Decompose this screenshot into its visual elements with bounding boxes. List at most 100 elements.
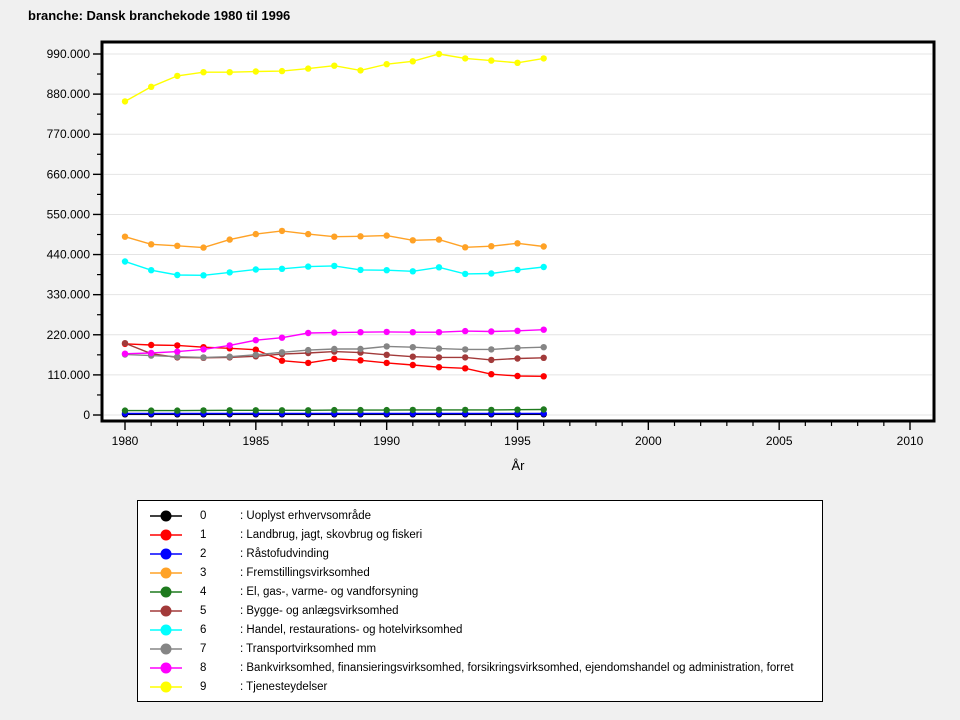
- x-axis-title: År: [511, 458, 525, 473]
- data-point: [540, 406, 547, 413]
- data-point: [540, 263, 547, 271]
- legend-series-key: 3: [200, 566, 207, 579]
- data-point: [226, 353, 233, 360]
- data-point: [540, 344, 547, 351]
- data-point: [514, 406, 521, 413]
- plot-area: 0 110.000 220.000 330.000 440.000 550.000 660.…: [47, 40, 936, 448]
- data-point: [488, 57, 495, 64]
- legend-row-1: 1: Landbrug, jagt, skovbrug og fiskeri: [138, 525, 822, 544]
- legend-series-key: 6: [200, 624, 207, 637]
- data-point: [305, 359, 312, 367]
- legend-marker-icon: [150, 624, 182, 636]
- data-point: [435, 406, 443, 414]
- data-point: [305, 346, 312, 354]
- y-tick-label: 0: [83, 408, 90, 422]
- data-point: [252, 266, 259, 273]
- data-point: [383, 267, 390, 274]
- data-point: [252, 407, 259, 414]
- data-point: [174, 271, 181, 279]
- data-point: [121, 233, 129, 240]
- data-point: [305, 263, 312, 270]
- data-point: [462, 327, 469, 335]
- legend-marker-icon: [150, 605, 182, 617]
- data-point: [514, 355, 521, 362]
- data-point: [514, 327, 521, 334]
- data-point: [462, 354, 469, 361]
- data-point: [252, 68, 259, 75]
- data-point: [462, 244, 469, 251]
- data-point: [488, 328, 495, 335]
- data-point: [435, 236, 443, 243]
- data-point: [278, 334, 286, 341]
- data-point: [462, 365, 469, 372]
- data-point: [357, 233, 364, 240]
- legend-series-label: : El, gas-, varme- og vandforsyning: [240, 585, 419, 598]
- data-point: [331, 262, 338, 270]
- legend-series-label: : Landbrug, jagt, skovbrug og fiskeri: [240, 528, 423, 541]
- data-point: [252, 230, 259, 238]
- data-point: [383, 232, 390, 239]
- data-point: [357, 406, 364, 414]
- data-point: [435, 50, 443, 58]
- data-point: [435, 264, 443, 271]
- legend-marker-icon: [150, 643, 182, 655]
- data-point: [200, 69, 207, 76]
- legend-row-4: 4: El, gas-, varme- og vandforsyning: [138, 582, 822, 601]
- data-point: [200, 272, 207, 279]
- legend-series-label: : Handel, restaurations- og hotelvirksom…: [240, 624, 463, 637]
- series-markers-4: [121, 406, 547, 414]
- data-point: [409, 58, 416, 65]
- data-point: [252, 337, 259, 344]
- data-point: [409, 237, 416, 244]
- x-tick-label: 2005: [766, 434, 793, 448]
- data-point: [278, 227, 286, 235]
- data-point: [462, 55, 469, 62]
- plot-border: [100, 40, 936, 423]
- data-point: [305, 407, 312, 414]
- legend-row-2: 2: Råstofudvinding: [138, 544, 822, 563]
- data-point: [174, 353, 181, 360]
- data-point: [331, 329, 338, 336]
- data-point: [226, 69, 233, 76]
- legend-marker-icon: [150, 548, 182, 560]
- data-point: [462, 270, 469, 278]
- legend-marker-icon: [150, 510, 182, 522]
- data-point: [278, 407, 286, 414]
- data-point: [514, 372, 521, 380]
- series-markers-9: [121, 50, 547, 105]
- data-point: [540, 326, 547, 333]
- y-tick-label: 440.000: [47, 248, 91, 262]
- legend-series-key: 7: [200, 643, 207, 656]
- data-point: [488, 270, 495, 277]
- legend-row-0: 0: Uoplyst erhvervsområde: [138, 506, 822, 525]
- data-point: [252, 351, 259, 358]
- data-point: [174, 342, 181, 349]
- data-point: [148, 341, 155, 349]
- data-point: [148, 83, 155, 91]
- chart-title: branche: Dansk branchekode 1980 til 1996: [28, 8, 291, 23]
- data-point: [305, 329, 312, 337]
- legend-series-label: : Råstofudvinding: [240, 547, 329, 560]
- data-point: [174, 348, 181, 355]
- data-point: [383, 406, 390, 414]
- data-point: [435, 329, 443, 336]
- data-point: [462, 406, 469, 414]
- data-point: [331, 233, 338, 240]
- legend-series-label: : Tjenesteydelser: [240, 681, 328, 694]
- data-point: [409, 361, 416, 369]
- data-point: [383, 328, 390, 336]
- data-point: [121, 340, 129, 347]
- legend-row-3: 3: Fremstillingsvirksomhed: [138, 563, 822, 582]
- data-point: [357, 67, 364, 74]
- series-markers-6: [121, 258, 547, 279]
- data-point: [331, 406, 338, 414]
- data-point: [331, 62, 338, 69]
- x-tick-label: 1985: [242, 434, 269, 448]
- data-point: [488, 371, 495, 378]
- legend-row-9: 9: Tjenesteydelser: [138, 678, 822, 697]
- data-point: [409, 353, 416, 360]
- data-point: [148, 267, 155, 274]
- data-point: [409, 329, 416, 336]
- y-tick-label: 110.000: [48, 368, 91, 382]
